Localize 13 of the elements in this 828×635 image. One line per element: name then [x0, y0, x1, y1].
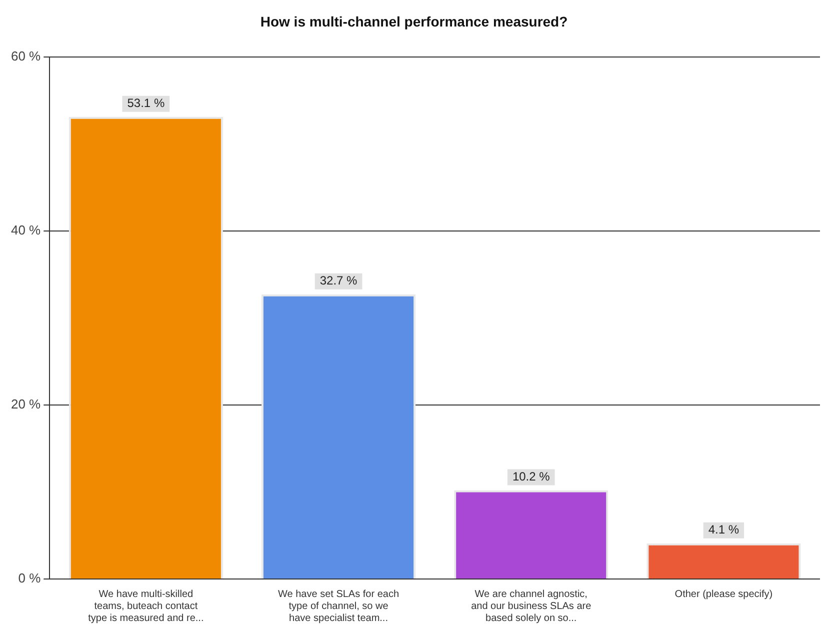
data-label: 53.1 % — [127, 96, 165, 110]
data-label: 32.7 % — [320, 274, 358, 288]
data-label: 10.2 % — [512, 470, 550, 484]
chart-title: How is multi-channel performance measured? — [260, 13, 568, 30]
x-tick-label: We have set SLAs for each type of channel, so we have specialist team... — [278, 588, 400, 624]
y-tick-label: 40 % — [10, 222, 42, 238]
x-tick-label: Other (please specify) — [674, 588, 773, 600]
y-tick-label: 0 % — [18, 570, 42, 586]
y-tick-label: 20 % — [10, 396, 42, 412]
x-tick-label: We have multi-skilled teams, buteach contact type is measured and re... — [88, 588, 204, 624]
data-label: 4.1 % — [708, 522, 740, 537]
y-tick-label: 60 % — [10, 48, 42, 64]
x-tick-label: We are channel agnostic, and our business SLAs are based solely on so... — [471, 588, 592, 624]
